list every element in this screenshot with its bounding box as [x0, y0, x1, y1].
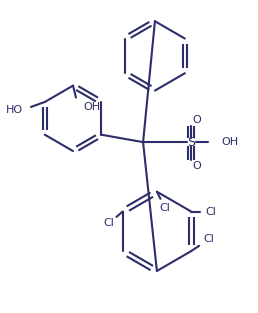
Text: Cl: Cl [204, 234, 214, 244]
Text: O: O [192, 115, 201, 125]
Text: Cl: Cl [103, 218, 114, 228]
Text: Cl: Cl [205, 207, 216, 217]
Text: O: O [192, 161, 201, 171]
Text: HO: HO [6, 105, 23, 115]
Text: S: S [188, 136, 196, 149]
Text: OH: OH [84, 102, 101, 112]
Text: OH: OH [221, 137, 238, 147]
Text: Cl: Cl [159, 203, 170, 213]
